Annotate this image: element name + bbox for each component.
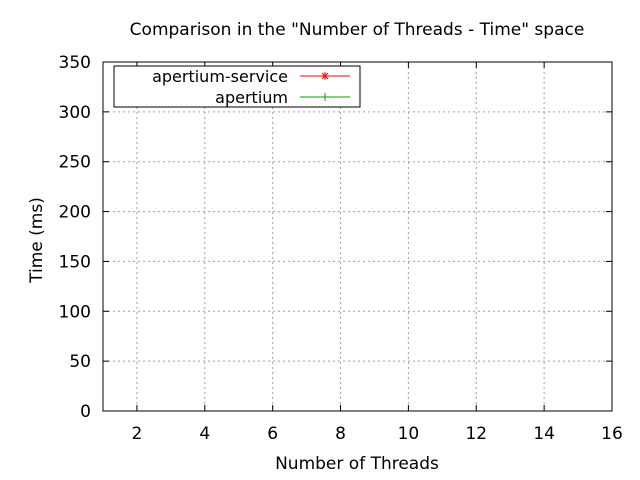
x-tick-label: 14: [533, 424, 555, 444]
legend-marker-asterisk-icon: [321, 72, 329, 80]
y-tick-label: 0: [80, 402, 91, 422]
y-tick-label: 150: [59, 252, 91, 272]
x-tick-label: 12: [465, 424, 487, 444]
x-axis-label: Number of Threads: [275, 454, 439, 474]
x-tick-labels: 2 4 6 8 10 12 14 16: [132, 424, 623, 444]
legend-box: [113, 65, 361, 108]
legend-label-apertium-service: apertium-service: [152, 67, 288, 86]
x-tick-label: 16: [601, 424, 623, 444]
y-tick-label: 100: [59, 302, 91, 322]
grid: [103, 62, 612, 411]
y-tick-label: 350: [59, 53, 91, 73]
chart-title: Comparison in the "Number of Threads - T…: [130, 20, 585, 40]
y-tick-label: 250: [59, 153, 91, 173]
x-tick-label: 8: [335, 424, 346, 444]
x-tick-label: 2: [132, 424, 143, 444]
y-tick-labels: 0 50 100 150 200 250 300 350: [59, 53, 91, 422]
legend-marker-plus-icon: [321, 93, 329, 101]
y-axis-label: Time (ms): [27, 197, 47, 284]
tick-marks: [103, 61, 613, 412]
y-tick-label: 300: [59, 103, 91, 123]
x-tick-label: 6: [267, 424, 278, 444]
legend-label-apertium: apertium: [215, 88, 288, 107]
plot-frame: [102, 61, 613, 412]
x-tick-label: 4: [199, 424, 210, 444]
legend: apertium-service apertium: [113, 65, 361, 108]
x-tick-label: 10: [398, 424, 420, 444]
y-tick-label: 50: [69, 352, 91, 372]
y-tick-label: 200: [59, 203, 91, 223]
